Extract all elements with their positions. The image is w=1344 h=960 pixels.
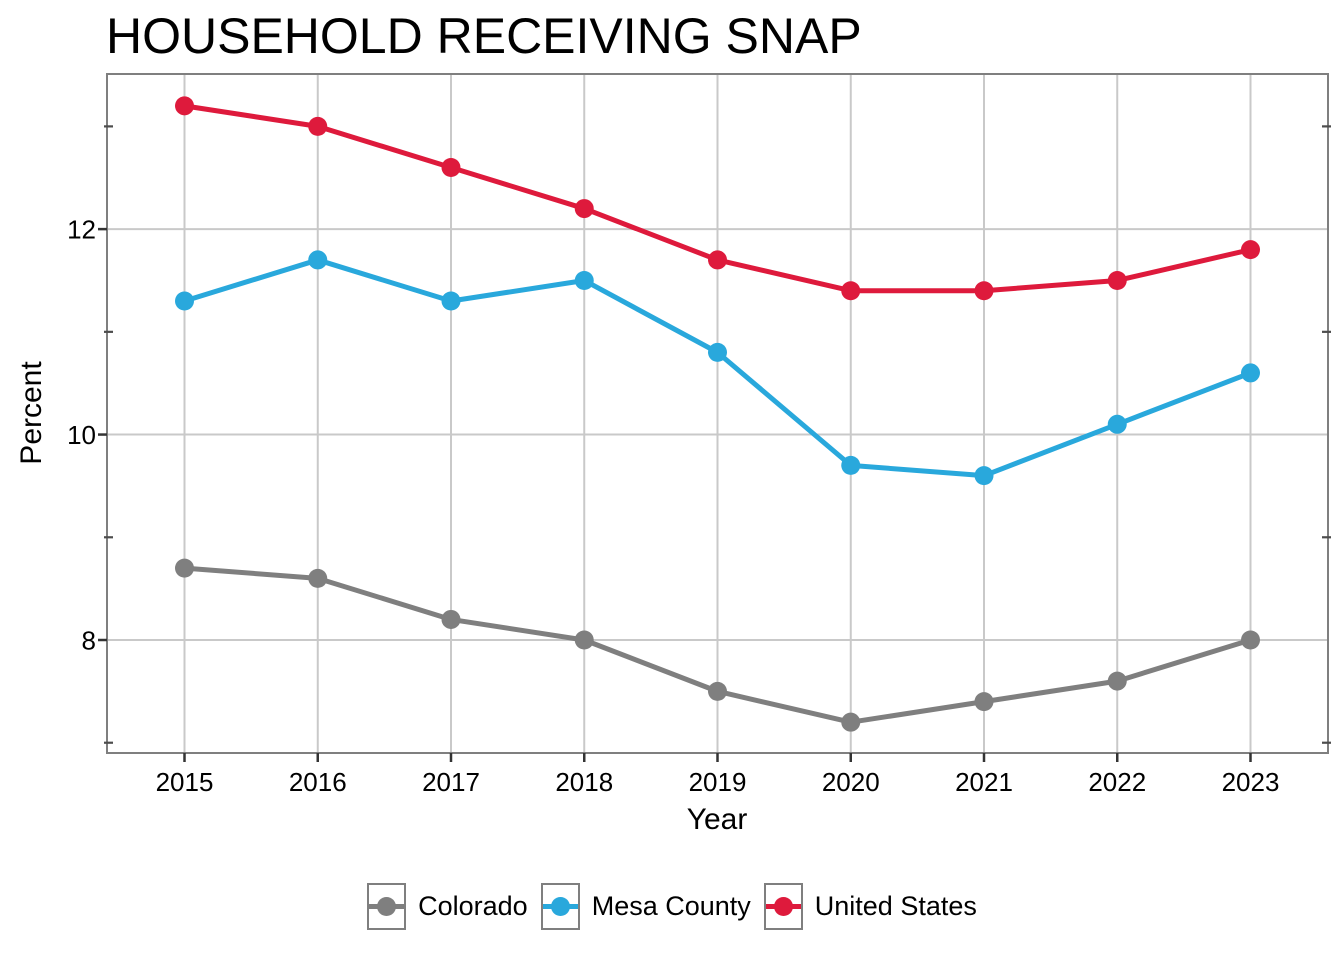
- x-tick-label-2015: 2015: [156, 767, 214, 797]
- chart-title: HOUSEHOLD RECEIVING SNAP: [106, 8, 862, 64]
- x-tick-label-2020: 2020: [822, 767, 880, 797]
- data-point-united-states-2016: [308, 116, 328, 136]
- axis-layer: 8 10 12 2015 2016 2017 2018 2019 2020 2021 2022 202…: [67, 215, 1279, 797]
- grid-layer: [107, 74, 1328, 753]
- x-tick-label-2023: 2023: [1222, 767, 1280, 797]
- data-point-united-states-2015: [175, 96, 194, 116]
- data-point-united-states-2018: [574, 199, 594, 219]
- data-point-colorado-2016: [308, 568, 328, 588]
- data-point-mesa-county-2018: [574, 270, 594, 290]
- data-point-mesa-county-2016: [308, 250, 328, 270]
- legend-item-colorado: Colorado: [367, 883, 528, 930]
- legend-label-united-states: United States: [814, 891, 977, 921]
- data-point-colorado-2018: [574, 630, 594, 650]
- data-point-mesa-county-2019: [708, 342, 727, 362]
- y-tick-label-8: 8: [82, 626, 96, 656]
- data-point-mesa-county-2017: [441, 291, 461, 311]
- legend-item-united-states: United States: [763, 883, 977, 930]
- legend-key-point: [550, 897, 570, 916]
- data-point-colorado-2019: [708, 681, 727, 701]
- legend-key-glyph: [369, 897, 405, 916]
- data-point-united-states-2023: [1241, 240, 1260, 260]
- data-point-colorado-2023: [1241, 630, 1260, 650]
- x-tick-label-2017: 2017: [422, 767, 480, 797]
- legend-item-mesa-county: Mesa County: [540, 883, 751, 930]
- y-tick-label-10: 10: [67, 420, 96, 450]
- data-point-mesa-county-2022: [1107, 414, 1127, 434]
- legend-key-mesa-county-icon: [540, 883, 580, 930]
- legend-label-colorado: Colorado: [418, 891, 528, 921]
- y-axis-title: Percent: [15, 361, 48, 465]
- data-point-colorado-2021: [974, 692, 994, 712]
- x-tick-label-2022: 2022: [1088, 767, 1146, 797]
- data-point-united-states-2022: [1107, 270, 1127, 290]
- data-point-united-states-2021: [974, 281, 994, 301]
- data-point-mesa-county-2023: [1241, 363, 1260, 383]
- x-axis-title: Year: [687, 803, 748, 836]
- legend-key-point: [377, 897, 397, 916]
- data-point-mesa-county-2020: [841, 455, 861, 475]
- series-layer: [175, 96, 1260, 732]
- data-point-united-states-2019: [708, 250, 727, 270]
- data-point-mesa-county-2021: [974, 466, 994, 486]
- chart-legend: Colorado Mesa County United States: [0, 883, 1344, 930]
- legend-key-point: [773, 897, 793, 916]
- x-tick-label-2021: 2021: [955, 767, 1013, 797]
- data-point-united-states-2017: [441, 157, 461, 177]
- x-tick-label-2018: 2018: [555, 767, 613, 797]
- x-tick-label-2016: 2016: [289, 767, 347, 797]
- legend-key-glyph: [765, 897, 801, 916]
- data-point-united-states-2020: [841, 281, 861, 301]
- data-point-mesa-county-2015: [175, 291, 194, 311]
- legend-key-colorado-icon: [367, 883, 407, 930]
- legend-key-glyph: [542, 897, 578, 916]
- data-point-colorado-2015: [175, 558, 194, 578]
- data-point-colorado-2020: [841, 712, 861, 732]
- y-tick-label-12: 12: [67, 215, 96, 245]
- legend-label-mesa-county: Mesa County: [591, 891, 751, 921]
- legend-key-united-states-icon: [763, 883, 803, 930]
- data-point-colorado-2017: [441, 609, 461, 629]
- x-tick-label-2019: 2019: [689, 767, 747, 797]
- data-point-colorado-2022: [1107, 671, 1127, 691]
